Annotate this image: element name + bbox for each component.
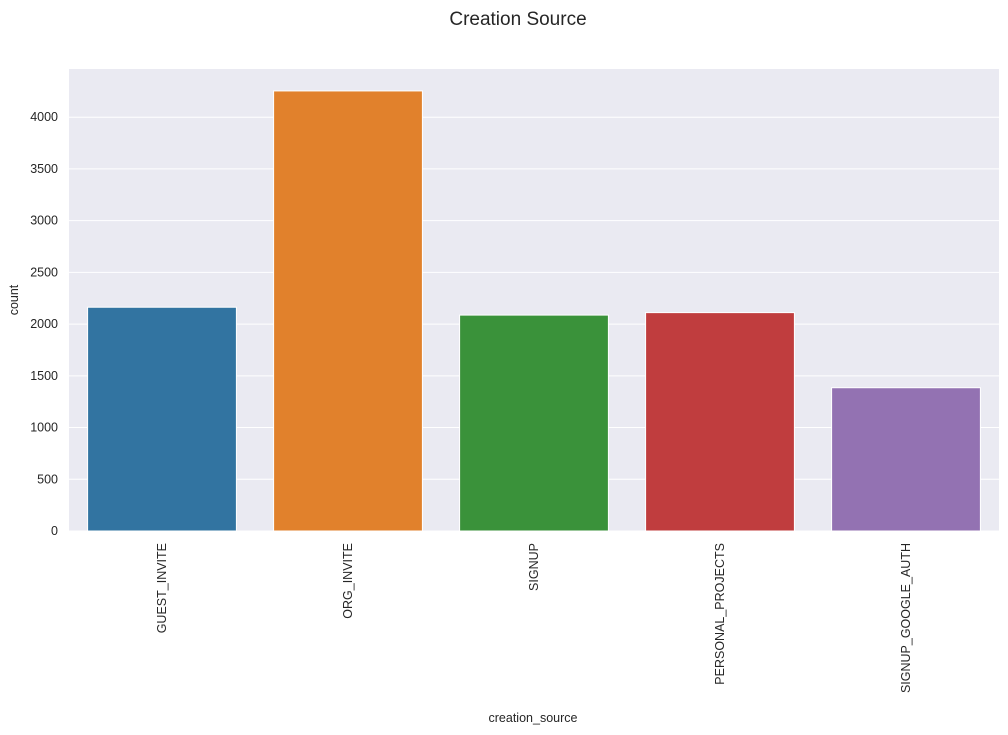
- x-axis-label: creation_source: [489, 711, 578, 725]
- bar-personal-projects: [645, 312, 795, 532]
- y-tick-label: 3500: [30, 162, 58, 176]
- y-tick-label: 2000: [30, 317, 58, 331]
- x-tick-label: SIGNUP: [527, 543, 541, 591]
- bar-signup-google-auth: [831, 387, 981, 532]
- y-tick-label: 1500: [30, 369, 58, 383]
- x-tick-label: ORG_INVITE: [341, 543, 355, 619]
- y-tick-label: 4000: [30, 110, 58, 124]
- y-tick-label: 3000: [30, 214, 58, 228]
- x-tick-label: PERSONAL_PROJECTS: [713, 543, 727, 685]
- bars: [87, 90, 981, 532]
- bar-guest-invite: [87, 306, 237, 532]
- y-tick-label: 500: [37, 472, 58, 486]
- x-tick-label: SIGNUP_GOOGLE_AUTH: [899, 543, 913, 693]
- chart-title: Creation Source: [449, 9, 586, 30]
- y-axis-label: count: [7, 284, 21, 315]
- x-tick-labels: GUEST_INVITE ORG_INVITE SIGNUP PERSONAL_PRO…: [155, 543, 913, 693]
- y-tick-labels: 0 500 1000 1500 2000 2500 3000 3500 4000: [30, 110, 58, 538]
- x-tick-label: GUEST_INVITE: [155, 543, 169, 633]
- y-tick-label: 2500: [30, 265, 58, 279]
- bar-signup: [459, 314, 609, 532]
- y-tick-label: 1000: [30, 421, 58, 435]
- y-tick-label: 0: [51, 524, 58, 538]
- bar-org-invite: [273, 90, 423, 532]
